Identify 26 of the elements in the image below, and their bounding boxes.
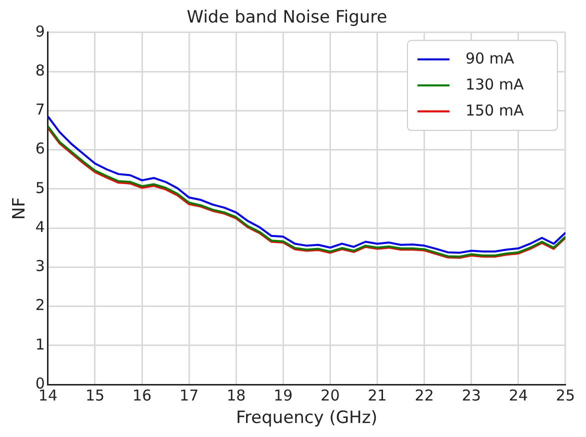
- y-tick-label: 7: [35, 100, 45, 119]
- x-tick-label: 21: [368, 386, 387, 404]
- x-tick-label: 19: [274, 386, 293, 404]
- legend-label: 150 mA: [465, 101, 524, 120]
- x-tick-label: 17: [180, 386, 199, 404]
- y-axis-title: NF: [10, 197, 30, 220]
- chart-title: Wide band Noise Figure: [186, 8, 388, 28]
- y-tick-label: 3: [35, 257, 45, 276]
- x-tick-label: 24: [508, 386, 528, 404]
- x-axis-title: Frequency (GHz): [236, 408, 378, 428]
- y-tick-label: 8: [35, 61, 45, 80]
- y-tick-label: 5: [35, 178, 45, 197]
- legend-label: 90 mA: [465, 49, 515, 68]
- y-tick-label: 2: [35, 296, 45, 314]
- x-tick-label: 20: [320, 386, 340, 404]
- y-tick-label: 1: [35, 335, 45, 354]
- x-tick-label: 18: [226, 386, 246, 404]
- x-tick-label: 25: [556, 386, 576, 404]
- y-tick-label: 9: [35, 22, 45, 40]
- x-tick-label: 15: [85, 386, 105, 404]
- y-tick-label: 6: [35, 140, 45, 158]
- legend-label: 130 mA: [465, 75, 524, 94]
- x-tick-label: 23: [462, 386, 481, 404]
- y-tick-label: 4: [35, 218, 45, 236]
- x-tick-label: 22: [414, 386, 434, 404]
- x-tick-label: 16: [132, 386, 152, 404]
